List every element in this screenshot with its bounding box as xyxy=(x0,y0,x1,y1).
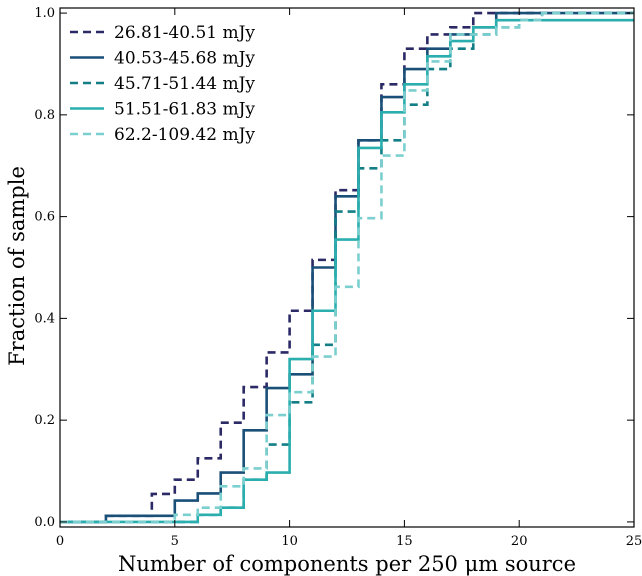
y-tick-label-2: 0.4 xyxy=(34,311,55,326)
series-line-4 xyxy=(60,18,634,524)
legend-label-1: 26.81-40.51 mJy xyxy=(114,23,255,43)
x-tick-label-5: 25 xyxy=(626,534,642,549)
legend: 26.81-40.51 mJy 40.53-45.68 mJy 45.71-51.4… xyxy=(70,23,255,145)
legend-label-3: 45.71-51.44 mJy xyxy=(114,74,255,94)
legend-label-2: 40.53-45.68 mJy xyxy=(114,49,255,69)
plot-area xyxy=(60,11,634,524)
y-tick-label-4: 0.8 xyxy=(34,108,55,123)
y-axis-title: Fraction of sample xyxy=(5,166,29,366)
series-line-5 xyxy=(60,11,634,524)
x-tick-label-0: 0 xyxy=(56,534,64,549)
y-tick-label-3: 0.6 xyxy=(34,210,55,225)
x-tick-label-1: 5 xyxy=(171,534,179,549)
axes-frame xyxy=(59,7,635,528)
y-tick-label-0: 0.0 xyxy=(34,515,55,530)
series-line-1 xyxy=(60,11,634,524)
legend-label-5: 62.2-109.42 mJy xyxy=(114,125,255,145)
y-tick-label-1: 0.2 xyxy=(34,413,55,428)
x-tick-label-2: 10 xyxy=(281,534,298,549)
x-axis-title: Number of components per 250 μm source xyxy=(118,552,576,576)
y-tick-label-5: 1.0 xyxy=(34,6,55,21)
x-tick-label-4: 20 xyxy=(511,534,528,549)
legend-label-4: 51.51-61.83 mJy xyxy=(114,100,255,120)
tick-labels: 0 5 10 15 20 25 0.0 0.2 0.4 0.6 0.8 1.0 xyxy=(34,6,642,549)
x-tick-label-3: 15 xyxy=(396,534,413,549)
